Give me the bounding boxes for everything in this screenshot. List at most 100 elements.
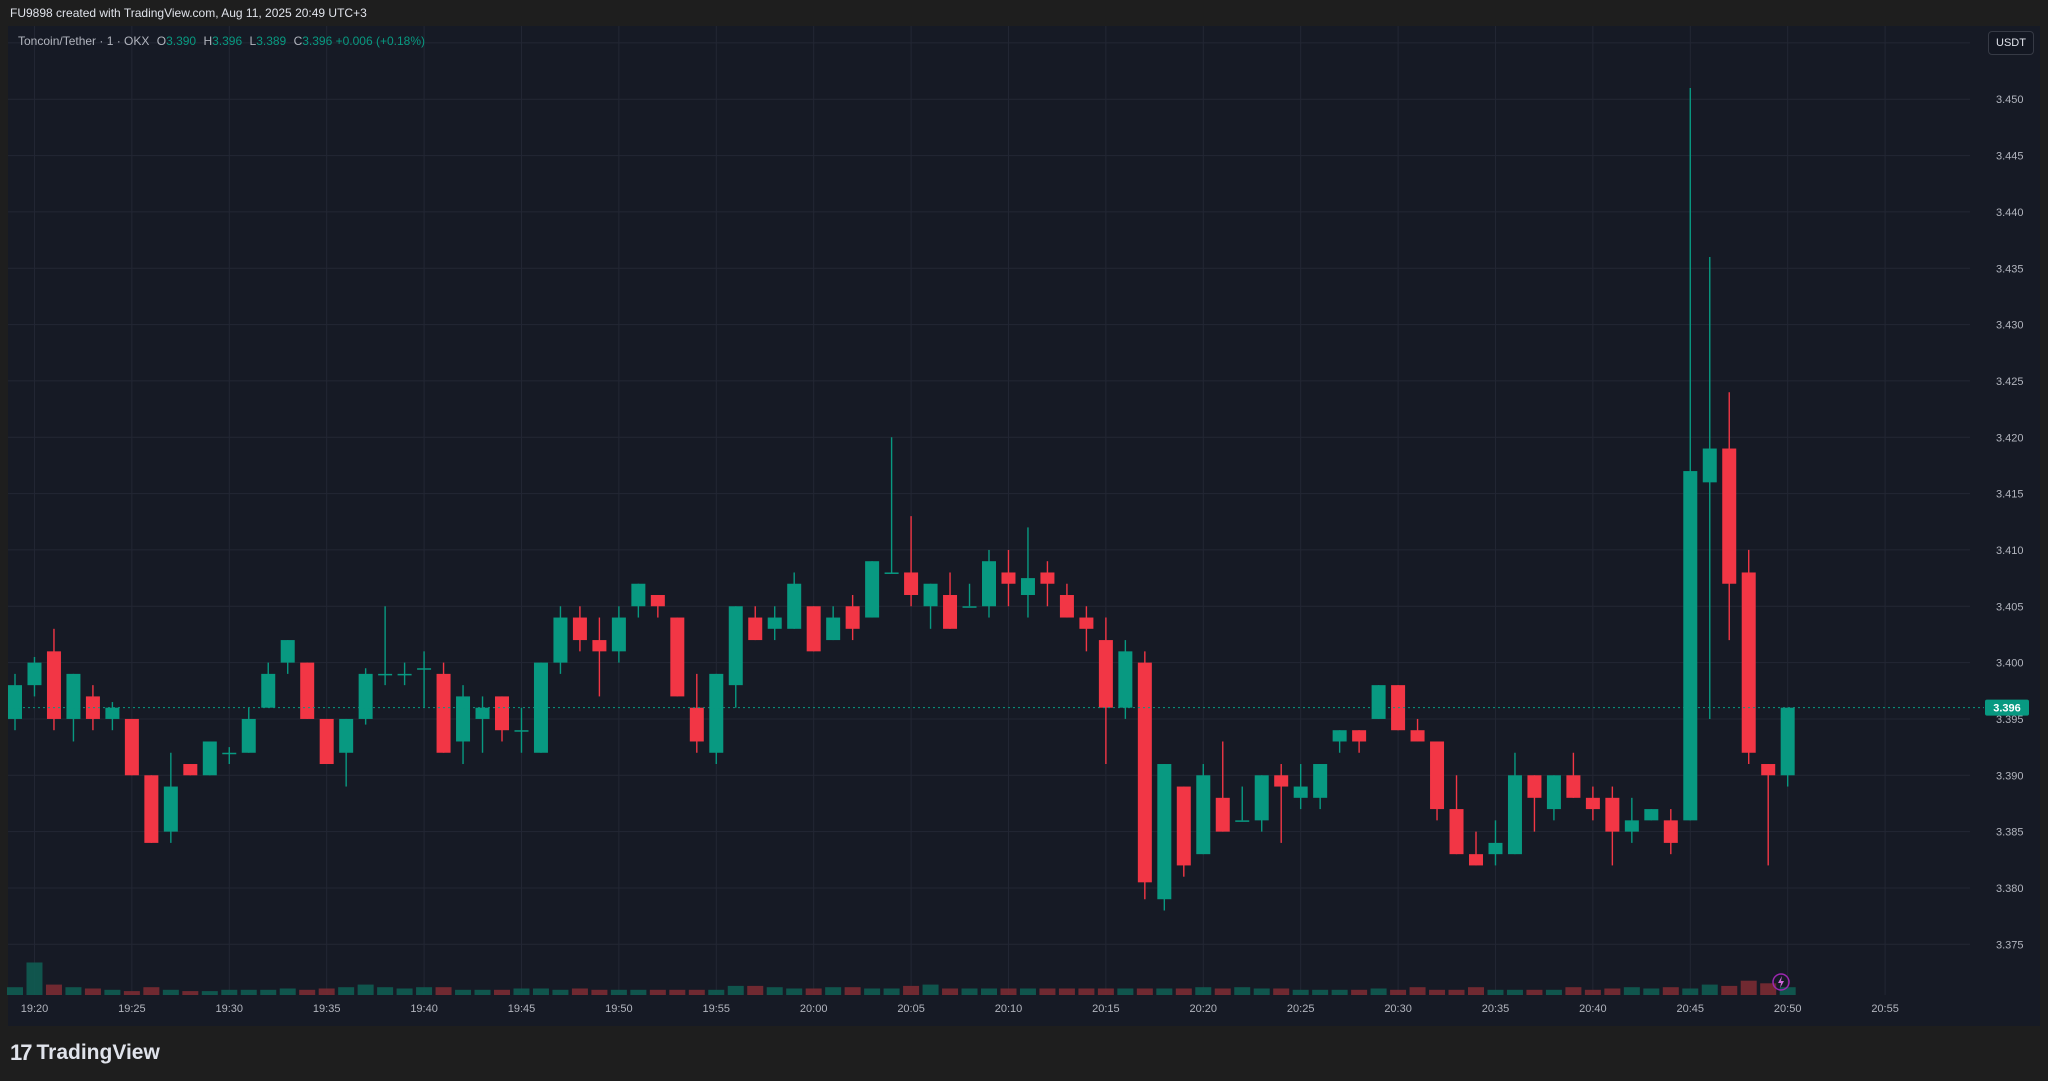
x-tick-label: 20:25 xyxy=(1287,1003,1315,1015)
candle-body xyxy=(66,673,81,719)
candle-body xyxy=(27,662,42,686)
volume-bar xyxy=(649,989,666,995)
volume-bar xyxy=(942,988,959,995)
volume-bar xyxy=(1214,988,1231,995)
candle-body xyxy=(865,561,880,618)
symbol-name: Toncoin/Tether · 1 · OKX xyxy=(18,34,150,48)
candle-body xyxy=(1176,786,1191,866)
x-tick-label: 20:00 xyxy=(800,1003,828,1015)
volume-bar xyxy=(1487,989,1504,995)
tradingview-logo[interactable]: 17 TradingView xyxy=(10,1040,160,1066)
volume-bar xyxy=(1273,988,1290,995)
volume-bar xyxy=(123,991,140,995)
volume-bar xyxy=(669,989,686,995)
candle-body xyxy=(1624,820,1639,832)
volume-bar xyxy=(1292,989,1309,995)
candle-body xyxy=(124,718,139,776)
volume-bar xyxy=(552,989,569,995)
candle-body xyxy=(339,718,354,753)
y-tick-label: 3.405 xyxy=(1996,601,2024,613)
volume-bar xyxy=(864,988,881,995)
volume-bar xyxy=(1331,989,1348,995)
candle-body xyxy=(1722,448,1737,584)
candle-body xyxy=(592,640,607,652)
candle-body xyxy=(1507,775,1522,855)
y-tick-label: 3.440 xyxy=(1996,207,2024,219)
volume-bar xyxy=(1565,987,1582,995)
candle-body xyxy=(611,617,626,652)
volume-bar xyxy=(1701,984,1718,995)
volume-bar xyxy=(474,989,491,995)
volume-bar xyxy=(1039,988,1056,995)
volume-bar xyxy=(1097,988,1114,995)
x-tick-label: 19:45 xyxy=(508,1003,536,1015)
volume-bar xyxy=(786,988,803,995)
x-tick-label: 19:30 xyxy=(216,1003,244,1015)
candle-body xyxy=(670,617,685,697)
candle-body xyxy=(845,606,860,629)
candle-body xyxy=(1683,471,1698,821)
candle-body xyxy=(1430,741,1445,810)
candle-body xyxy=(300,662,315,719)
volume-bar xyxy=(162,989,179,995)
candle-body xyxy=(728,606,743,686)
y-tick-label: 3.425 xyxy=(1996,376,2024,388)
y-tick-label: 3.390 xyxy=(1996,770,2024,782)
candle-body xyxy=(1118,651,1133,708)
volume-bar xyxy=(610,989,627,995)
change-value: +0.006 (+0.18%) xyxy=(335,34,426,48)
axis-layer: 3.375 3.380 3.385 3.390 3.395 3.400 3.405 3.410… xyxy=(8,38,2029,1015)
volume-bar xyxy=(1409,987,1426,995)
candle-body xyxy=(709,673,724,753)
candle-body xyxy=(1059,595,1074,618)
candle-body xyxy=(1215,797,1230,832)
x-tick-label: 20:20 xyxy=(1190,1003,1218,1015)
volume-bar xyxy=(1779,987,1796,995)
candle-body xyxy=(533,662,548,753)
open-value: 3.390 xyxy=(166,34,197,48)
volume-bar xyxy=(747,985,764,995)
volume-bar xyxy=(201,991,218,995)
volume-bar xyxy=(1000,988,1017,995)
volume-bar xyxy=(1545,989,1562,995)
candle-body xyxy=(650,595,665,607)
candle-body xyxy=(495,696,509,731)
candle-body xyxy=(241,718,256,753)
chart-panel[interactable] xyxy=(8,26,2040,1026)
y-tick-label: 3.430 xyxy=(1996,320,2024,332)
y-tick-label: 3.395 xyxy=(1996,714,2024,726)
low-value: 3.389 xyxy=(256,34,287,48)
candle-body xyxy=(689,707,704,742)
volume-bar xyxy=(688,989,705,995)
candle-body xyxy=(261,673,276,708)
volume-bar xyxy=(318,988,335,995)
candle-body xyxy=(475,707,490,719)
volume-bar xyxy=(26,962,43,995)
volume-bar xyxy=(1643,988,1660,995)
candle-body xyxy=(8,685,22,719)
x-tick-label: 20:50 xyxy=(1774,1003,1802,1015)
volume-bar xyxy=(1584,989,1601,995)
candle-body xyxy=(1040,572,1055,584)
volume-bar xyxy=(1760,983,1777,995)
tradingview-logo-text: TradingView xyxy=(36,1041,160,1064)
volume-bar xyxy=(1623,987,1640,995)
candle-body xyxy=(1410,730,1425,742)
volume-bar xyxy=(805,988,822,995)
candle-body xyxy=(163,786,178,832)
currency-button[interactable]: USDT xyxy=(1988,31,2034,55)
candle-body xyxy=(1235,820,1250,822)
volume-bar xyxy=(1175,988,1192,995)
volume-bar xyxy=(65,987,82,995)
volume-bar xyxy=(240,989,257,995)
candle-body xyxy=(417,668,432,670)
volume-bar xyxy=(455,989,472,995)
candle-body xyxy=(1352,730,1367,742)
candle-body xyxy=(1157,764,1172,900)
y-tick-label: 3.420 xyxy=(1996,432,2024,444)
volume-bar xyxy=(571,988,588,995)
volume-bar xyxy=(435,987,452,995)
candle-body xyxy=(1313,764,1328,798)
y-tick-label: 3.375 xyxy=(1996,939,2024,951)
